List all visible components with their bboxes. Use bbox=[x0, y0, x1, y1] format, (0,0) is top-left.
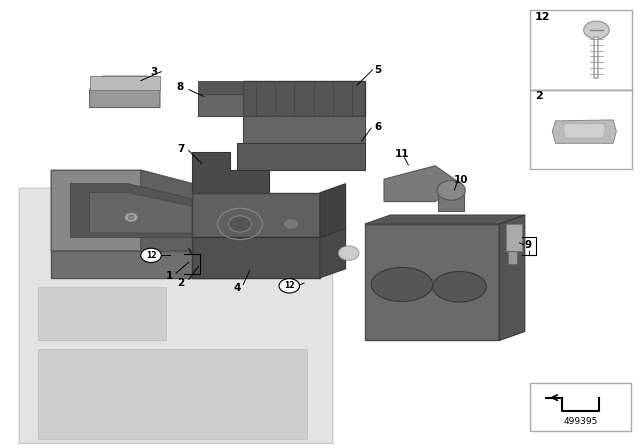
Text: 7: 7 bbox=[177, 144, 184, 154]
Text: 1: 1 bbox=[166, 271, 173, 280]
Ellipse shape bbox=[371, 267, 433, 302]
Text: 10: 10 bbox=[454, 175, 468, 185]
Polygon shape bbox=[198, 94, 243, 116]
Polygon shape bbox=[38, 287, 166, 340]
Polygon shape bbox=[563, 124, 605, 138]
Polygon shape bbox=[90, 76, 160, 108]
Polygon shape bbox=[320, 184, 346, 237]
Polygon shape bbox=[237, 143, 365, 170]
Text: 6: 6 bbox=[374, 122, 381, 132]
Polygon shape bbox=[384, 166, 461, 202]
Circle shape bbox=[141, 248, 161, 263]
Polygon shape bbox=[192, 237, 320, 278]
Text: 499395: 499395 bbox=[563, 417, 598, 426]
Polygon shape bbox=[552, 120, 616, 143]
Circle shape bbox=[584, 21, 609, 39]
Ellipse shape bbox=[433, 271, 486, 302]
Polygon shape bbox=[70, 184, 205, 237]
FancyBboxPatch shape bbox=[530, 383, 631, 431]
Text: 8: 8 bbox=[177, 82, 184, 92]
Circle shape bbox=[339, 246, 359, 260]
FancyBboxPatch shape bbox=[530, 10, 632, 90]
Text: 11: 11 bbox=[395, 149, 409, 159]
Polygon shape bbox=[90, 193, 192, 233]
Polygon shape bbox=[506, 224, 522, 251]
Text: 12: 12 bbox=[146, 251, 156, 260]
Polygon shape bbox=[38, 349, 307, 439]
Polygon shape bbox=[365, 215, 525, 224]
Polygon shape bbox=[19, 188, 333, 444]
Polygon shape bbox=[243, 116, 365, 143]
Polygon shape bbox=[141, 170, 243, 251]
Polygon shape bbox=[365, 224, 499, 340]
Polygon shape bbox=[192, 152, 269, 193]
Polygon shape bbox=[320, 228, 346, 278]
Text: 12: 12 bbox=[535, 12, 550, 22]
Polygon shape bbox=[243, 81, 365, 116]
Text: 2: 2 bbox=[535, 91, 543, 101]
Text: 2: 2 bbox=[177, 278, 184, 288]
Circle shape bbox=[125, 213, 138, 222]
Circle shape bbox=[284, 219, 299, 229]
Circle shape bbox=[279, 279, 300, 293]
Text: 4: 4 bbox=[233, 283, 241, 293]
Text: 3: 3 bbox=[150, 67, 157, 77]
Text: 9: 9 bbox=[524, 240, 532, 250]
Circle shape bbox=[228, 216, 252, 232]
Polygon shape bbox=[198, 81, 243, 94]
Text: 12: 12 bbox=[284, 281, 294, 290]
Polygon shape bbox=[90, 76, 160, 90]
Polygon shape bbox=[192, 193, 320, 237]
Circle shape bbox=[128, 215, 134, 220]
Polygon shape bbox=[51, 251, 243, 278]
Polygon shape bbox=[499, 215, 525, 340]
Polygon shape bbox=[438, 190, 464, 211]
Polygon shape bbox=[508, 251, 517, 264]
Ellipse shape bbox=[437, 181, 465, 200]
Text: 5: 5 bbox=[374, 65, 381, 75]
Polygon shape bbox=[51, 170, 243, 251]
FancyBboxPatch shape bbox=[530, 90, 632, 169]
